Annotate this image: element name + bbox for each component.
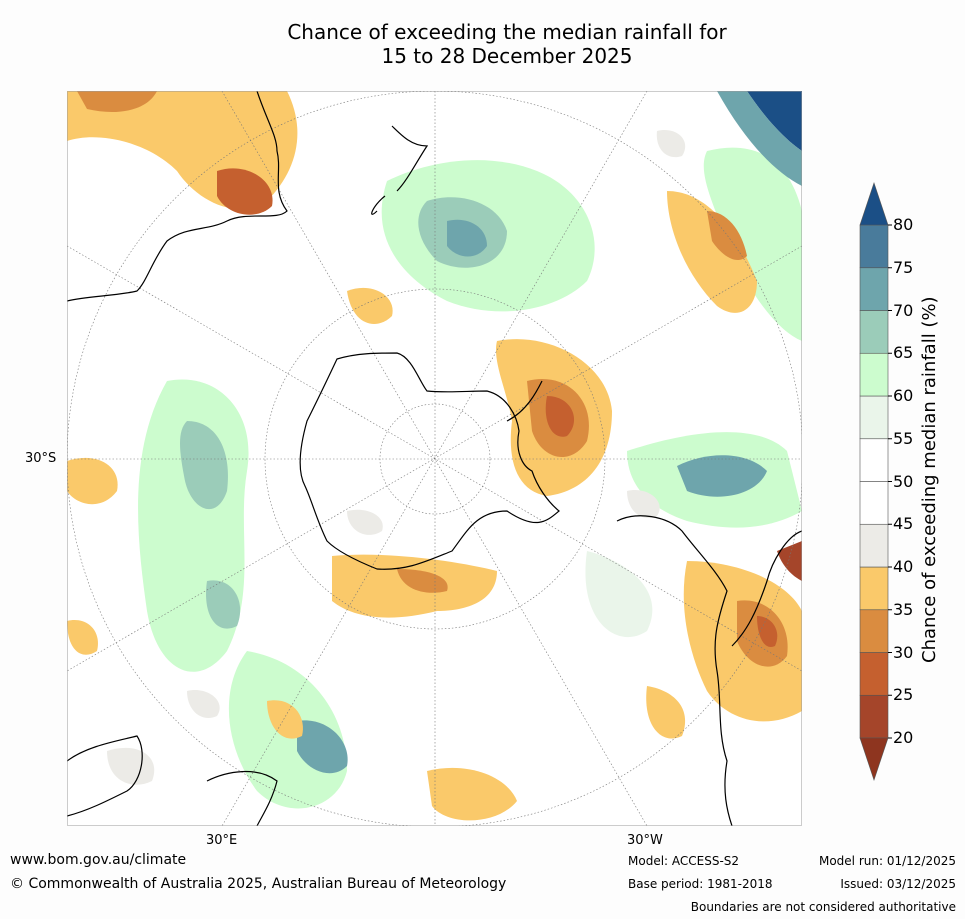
graticule-lines xyxy=(67,91,802,826)
colorbar-segment-45-50 xyxy=(859,481,889,525)
colorbar-segment-55-60 xyxy=(859,395,889,440)
title-line-1: Chance of exceeding the median rainfall … xyxy=(287,20,727,44)
shade-brown-australia-top xyxy=(77,91,157,112)
colorbar-segment-50-55 xyxy=(859,438,889,482)
colorbar-tick-label: 50 xyxy=(893,471,914,491)
coastline-outline xyxy=(67,91,802,826)
madagascar-outline xyxy=(206,770,278,826)
colorbar-tick-label: 45 xyxy=(893,514,914,534)
shade-blue-ne xyxy=(747,91,802,151)
colorbar-tick-label: 60 xyxy=(893,386,914,405)
colorbar-tick-label: 35 xyxy=(893,599,914,619)
footer-issued: Issued: 03/12/2025 xyxy=(840,877,956,891)
colorbar-segment-75-80 xyxy=(859,224,889,269)
shade-green-east xyxy=(585,551,653,638)
colorbar-tick-label: 30 xyxy=(893,642,914,662)
shade-grey-2 xyxy=(627,490,660,519)
shade-brown-australia xyxy=(217,168,273,215)
rainfall-map xyxy=(67,91,802,826)
south-america-outline xyxy=(616,515,733,826)
shade-teal-southwest xyxy=(206,580,241,629)
south-america-coast xyxy=(731,530,802,647)
shade-brown-pacific-ne xyxy=(707,211,747,261)
shade-teal-west xyxy=(180,421,228,510)
footer-model-run: Model run: 01/12/2025 xyxy=(818,854,956,868)
colorbar-under-arrow xyxy=(859,737,889,781)
colorbar-label: Chance of exceeding median rainfall (%) xyxy=(919,296,940,663)
shade-grey-3 xyxy=(187,690,220,719)
shade-darkbrown-southamerica xyxy=(757,616,778,647)
antarctic-peninsula xyxy=(506,380,543,422)
colorbar-segment-25-30 xyxy=(859,652,889,696)
footer-disclaimer: Boundaries are not considered authoritat… xyxy=(690,900,956,914)
colorbar-tick-label: 25 xyxy=(893,685,914,705)
colorbar-segment-60-65 xyxy=(859,352,889,397)
colorbar-segment-35-40 xyxy=(859,566,889,611)
shade-teal-atlantic xyxy=(677,455,767,497)
new-zealand-south xyxy=(371,195,386,215)
footer-model: Model: ACCESS-S2 xyxy=(628,854,740,868)
title-line-2: 15 to 28 December 2025 xyxy=(381,44,633,68)
shade-grey-1 xyxy=(347,509,383,535)
colorbar-segment-20-25 xyxy=(859,694,889,739)
shade-orange-south-left xyxy=(267,700,303,739)
new-zealand-north xyxy=(391,125,429,192)
shade-orange-indian xyxy=(347,287,393,324)
map-frame xyxy=(67,91,802,826)
shade-orange-south-bottom xyxy=(427,767,517,821)
footer-copyright: © Commonwealth of Australia 2025, Austra… xyxy=(10,876,507,892)
australia-outline xyxy=(67,91,288,302)
longitude-label-east: 30°E xyxy=(206,833,238,848)
shade-orange-west-edge xyxy=(67,457,118,505)
footer-base-period: Base period: 1981-2018 xyxy=(628,877,773,891)
colorbar-tick-label: 20 xyxy=(893,728,914,747)
shade-blue-ne-ring xyxy=(717,91,802,186)
shade-green-ne xyxy=(703,147,802,341)
colorbar-over-arrow xyxy=(859,182,889,226)
shade-orange-southeast xyxy=(646,686,686,739)
footer-url: www.bom.gov.au/climate xyxy=(10,852,187,868)
africa-outline xyxy=(67,735,143,817)
longitude-label-west: 30°W xyxy=(627,833,663,848)
colorbar-tick-label: 70 xyxy=(893,300,914,320)
colorbar-segment-40-45 xyxy=(859,523,889,568)
chart-title: Chance of exceeding the median rainfall … xyxy=(0,20,965,68)
antarctica-outline xyxy=(299,352,560,570)
shade-orange-west-bottom xyxy=(67,620,98,655)
shade-orange-pacific-ne xyxy=(667,191,757,313)
shade-teal-pacific-core xyxy=(447,219,487,257)
shade-grey-4 xyxy=(656,130,686,158)
colorbar-segment-65-70 xyxy=(859,310,889,354)
shade-teal-south xyxy=(297,720,348,774)
colorbar-segment-30-35 xyxy=(859,609,889,653)
colorbar-tick-label: 75 xyxy=(893,257,914,277)
colorbar-segment-70-75 xyxy=(859,267,889,311)
shade-darkred-east-edge xyxy=(777,541,802,581)
colorbar-tick-label: 40 xyxy=(893,557,914,576)
colorbar-tick-label: 55 xyxy=(893,428,914,448)
colorbar-tick-label: 65 xyxy=(893,343,914,363)
latitude-label: 30°S xyxy=(25,451,57,466)
shade-darkbrown-weddell xyxy=(545,396,575,437)
colorbar-tick-label: 80 xyxy=(893,215,914,234)
